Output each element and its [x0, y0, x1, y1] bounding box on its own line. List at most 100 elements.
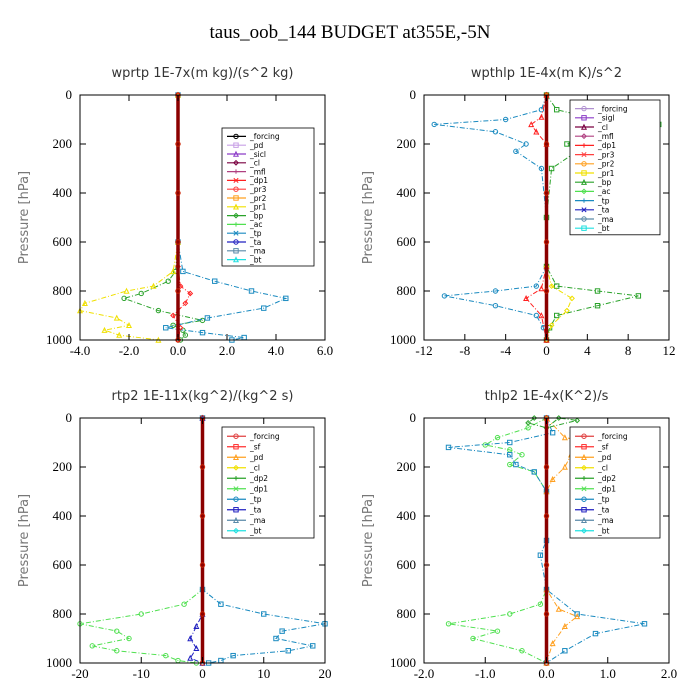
legend-marker [580, 178, 588, 185]
data-point [182, 332, 189, 338]
data-point [543, 239, 550, 245]
legend-label: _bt [249, 255, 262, 264]
data-point [507, 447, 513, 453]
y-tick-label: 200 [53, 136, 73, 151]
y-axis-label: Pressure [hPa] [361, 171, 376, 264]
data-point [248, 288, 255, 294]
x-tick-label: 6.0 [317, 343, 333, 358]
y-tick-label: 200 [397, 459, 417, 474]
legend-marker [581, 476, 587, 481]
data-point [175, 288, 181, 294]
data-point [283, 295, 289, 302]
legend-label: _forcing [597, 432, 628, 441]
legend-label: _bt [597, 224, 610, 233]
legend-label: _ma [249, 516, 266, 525]
data-point [543, 562, 550, 568]
legend-label: _forcing [249, 132, 280, 141]
data-point [492, 288, 499, 294]
y-tick-label: 400 [53, 508, 73, 523]
data-point [564, 141, 570, 147]
y-tick-label: 800 [397, 283, 417, 298]
data-point [561, 434, 568, 441]
legend-label: _dp1 [597, 141, 616, 150]
legend-label: _ma [249, 247, 266, 256]
data-point [519, 452, 525, 458]
data-point [89, 643, 95, 649]
legend-marker [581, 152, 587, 158]
data-point [494, 434, 501, 441]
x-tick-label: 0 [199, 666, 206, 681]
legend-marker [233, 186, 239, 192]
data-point [507, 611, 513, 617]
legend-marker [581, 143, 587, 148]
legend-label: _tp [249, 229, 262, 238]
data-point [114, 628, 120, 634]
legend-marker [580, 516, 588, 523]
legend-label: _pd [597, 453, 612, 462]
y-axis-label: Pressure [hPa] [361, 494, 376, 587]
legend-marker [233, 212, 239, 219]
legend-label: _dp2 [249, 474, 268, 483]
chart-panel-1: wprtp 1E-7x(m kg)/(s^2 kg) Pressure [hPa]… [17, 66, 333, 358]
legend-box [221, 127, 315, 267]
legend-marker [233, 169, 239, 174]
legend-label: _pd [249, 141, 264, 150]
data-point [170, 268, 177, 275]
legend-marker [581, 444, 587, 450]
y-tick-label: 400 [397, 508, 417, 523]
legend-marker [233, 444, 239, 450]
y-tick-label: 600 [397, 557, 417, 572]
legend-marker [233, 464, 239, 471]
legend-label: _cl [249, 159, 260, 168]
data-point [641, 621, 648, 627]
data-point [531, 415, 538, 421]
legend-label: _ta [249, 506, 261, 515]
legend-marker [233, 177, 239, 183]
legend-marker [581, 133, 587, 140]
legend-label: _forcing [249, 432, 280, 441]
data-point [543, 513, 550, 519]
data-point [310, 643, 316, 649]
legend-marker [580, 123, 588, 130]
data-point [549, 430, 556, 436]
legend-marker [233, 239, 239, 245]
y-tick-label: 800 [53, 606, 73, 621]
x-tick-label: -12 [415, 343, 432, 358]
data-point [533, 312, 539, 319]
data-point [170, 312, 177, 319]
panel-title: rtp2 1E-11x(kg^2)/(kg^2 s) [112, 389, 294, 404]
x-tick-label: -10 [133, 666, 150, 681]
y-tick-label: 0 [66, 87, 73, 102]
legend-label: _ac [597, 187, 610, 196]
legend-marker [232, 453, 240, 460]
data-point [492, 129, 499, 135]
legend-marker [233, 159, 239, 166]
data-point [513, 461, 519, 468]
data-point [519, 648, 525, 654]
y-tick-label: 1000 [46, 332, 72, 347]
data-point [564, 307, 570, 314]
legend-marker [233, 496, 239, 502]
data-point [187, 290, 194, 297]
x-tick-label: 2.0 [661, 666, 677, 681]
data-point [163, 325, 169, 331]
legend-box [569, 99, 661, 236]
legend-marker [232, 150, 240, 157]
legend-label: _pr2 [597, 160, 615, 169]
legend-label: _bt [597, 527, 610, 536]
data-point [261, 305, 267, 311]
data-point [199, 611, 206, 617]
data-point [523, 141, 529, 147]
data-point [261, 611, 267, 617]
data-point [116, 331, 123, 338]
legend-label: _ac [249, 220, 262, 229]
x-tick-label: 0.0 [170, 343, 186, 358]
data-point [507, 461, 513, 468]
legend-label: _mfl [597, 132, 614, 141]
data-point [155, 307, 162, 314]
data-point [482, 442, 488, 448]
data-point [549, 640, 556, 647]
series-line-pr1 [79, 95, 179, 341]
data-point [138, 290, 144, 297]
data-point [533, 283, 539, 289]
